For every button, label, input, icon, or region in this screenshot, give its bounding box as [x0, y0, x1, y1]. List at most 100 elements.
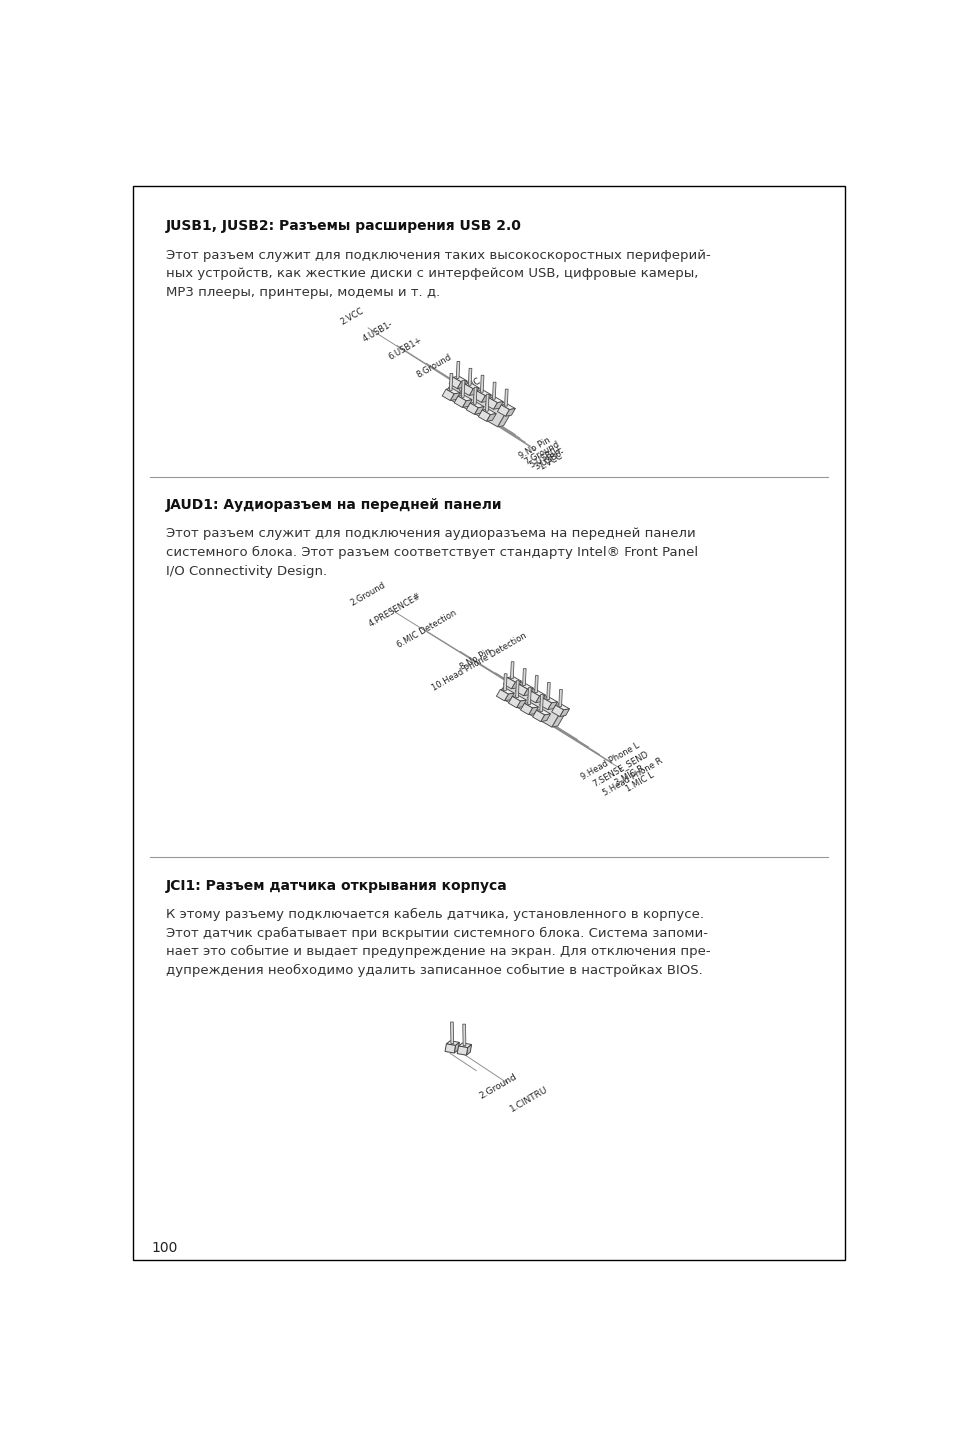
Text: 8.Ground: 8.Ground [415, 352, 453, 379]
Polygon shape [496, 690, 508, 701]
Polygon shape [493, 402, 503, 409]
Polygon shape [473, 388, 476, 404]
Polygon shape [499, 688, 514, 694]
Polygon shape [504, 389, 508, 406]
Text: 100: 100 [152, 1241, 178, 1255]
Polygon shape [546, 683, 550, 700]
Polygon shape [485, 394, 489, 411]
Polygon shape [518, 684, 533, 690]
Text: 2.Ground: 2.Ground [477, 1072, 517, 1100]
Polygon shape [520, 704, 532, 714]
Polygon shape [515, 681, 518, 697]
Polygon shape [505, 408, 515, 416]
Text: 1.MIC L: 1.MIC L [623, 771, 655, 794]
Polygon shape [469, 388, 478, 395]
Polygon shape [527, 687, 531, 704]
Polygon shape [446, 388, 459, 394]
Polygon shape [489, 396, 503, 402]
Polygon shape [532, 710, 544, 721]
Text: К этому разъему подключается кабель датчика, установленного в корпусе.
Этот датч: К этому разъему подключается кабель датч… [166, 907, 710, 977]
Text: 10.Head Phone Detection: 10.Head Phone Detection [431, 631, 528, 693]
Polygon shape [462, 399, 472, 408]
Polygon shape [510, 661, 514, 678]
Polygon shape [524, 703, 537, 708]
Polygon shape [497, 678, 561, 727]
Polygon shape [446, 1040, 459, 1046]
Polygon shape [482, 409, 496, 415]
Text: 5.USB0+: 5.USB0+ [527, 444, 563, 471]
Polygon shape [516, 700, 526, 708]
Text: 2.VCC: 2.VCC [339, 306, 365, 326]
Polygon shape [461, 381, 464, 398]
Polygon shape [540, 714, 550, 721]
Polygon shape [453, 376, 467, 382]
Text: 6.USB1+: 6.USB1+ [387, 335, 424, 362]
Polygon shape [515, 684, 527, 695]
Polygon shape [558, 690, 561, 707]
Polygon shape [503, 677, 515, 688]
Polygon shape [512, 695, 526, 701]
Polygon shape [539, 694, 542, 711]
Polygon shape [555, 704, 569, 710]
Polygon shape [450, 394, 459, 401]
Text: 7.Ground: 7.Ground [522, 439, 560, 467]
Text: 1.CINTRU: 1.CINTRU [508, 1085, 549, 1113]
Polygon shape [485, 398, 497, 409]
Polygon shape [536, 710, 550, 716]
Text: 2.Ground: 2.Ground [349, 580, 387, 607]
Text: Этот разъем служит для подключения аудиоразъема на передней панели
системного бл: Этот разъем служит для подключения аудио… [166, 528, 698, 578]
Polygon shape [480, 375, 483, 392]
Polygon shape [454, 1042, 459, 1053]
Text: 7.SENSE_SEND: 7.SENSE_SEND [590, 748, 649, 788]
Polygon shape [511, 681, 520, 688]
Polygon shape [481, 395, 491, 402]
Polygon shape [468, 368, 472, 385]
Polygon shape [450, 1022, 454, 1043]
Polygon shape [500, 404, 515, 409]
Polygon shape [508, 697, 519, 708]
Polygon shape [504, 693, 514, 701]
Polygon shape [522, 668, 525, 685]
Polygon shape [523, 688, 533, 695]
Polygon shape [547, 701, 557, 710]
Text: JUSB1, JUSB2: Разъемы расширения USB 2.0: JUSB1, JUSB2: Разъемы расширения USB 2.0 [166, 219, 521, 233]
Polygon shape [470, 402, 484, 408]
Text: 4.PRESENCE#: 4.PRESENCE# [367, 591, 422, 628]
Polygon shape [443, 379, 507, 426]
Polygon shape [508, 678, 567, 710]
Polygon shape [466, 404, 477, 415]
Polygon shape [473, 391, 485, 402]
Polygon shape [486, 414, 496, 421]
Polygon shape [460, 384, 473, 395]
Text: Этот разъем служит для подключения таких высокоскоростных периферий-
ных устройс: Этот разъем служит для подключения таких… [166, 249, 710, 299]
Polygon shape [551, 708, 567, 727]
Polygon shape [497, 405, 509, 416]
Polygon shape [543, 697, 557, 703]
Polygon shape [534, 675, 537, 693]
Polygon shape [458, 1043, 471, 1047]
Polygon shape [456, 1046, 467, 1055]
Polygon shape [464, 384, 478, 389]
Polygon shape [507, 677, 520, 683]
Polygon shape [528, 707, 537, 714]
Polygon shape [476, 391, 491, 396]
Polygon shape [474, 406, 484, 415]
Polygon shape [531, 690, 545, 695]
Text: 9.Head Phone L: 9.Head Phone L [579, 741, 640, 781]
Polygon shape [497, 408, 513, 426]
Polygon shape [454, 378, 513, 409]
Polygon shape [527, 691, 538, 703]
Text: 3.USB0-: 3.USB0- [532, 448, 565, 472]
Polygon shape [456, 362, 459, 378]
Text: 5.Head Phone R: 5.Head Phone R [601, 756, 664, 797]
Text: 8.No Pin: 8.No Pin [458, 647, 493, 671]
Polygon shape [477, 411, 490, 421]
Polygon shape [457, 395, 472, 401]
Polygon shape [456, 381, 467, 388]
Polygon shape [559, 708, 569, 717]
Polygon shape [535, 695, 545, 703]
Text: 9.No Pin: 9.No Pin [517, 436, 552, 461]
Text: 4.USB1-: 4.USB1- [361, 319, 395, 343]
Text: 10.NC: 10.NC [456, 376, 482, 398]
Polygon shape [441, 389, 454, 401]
